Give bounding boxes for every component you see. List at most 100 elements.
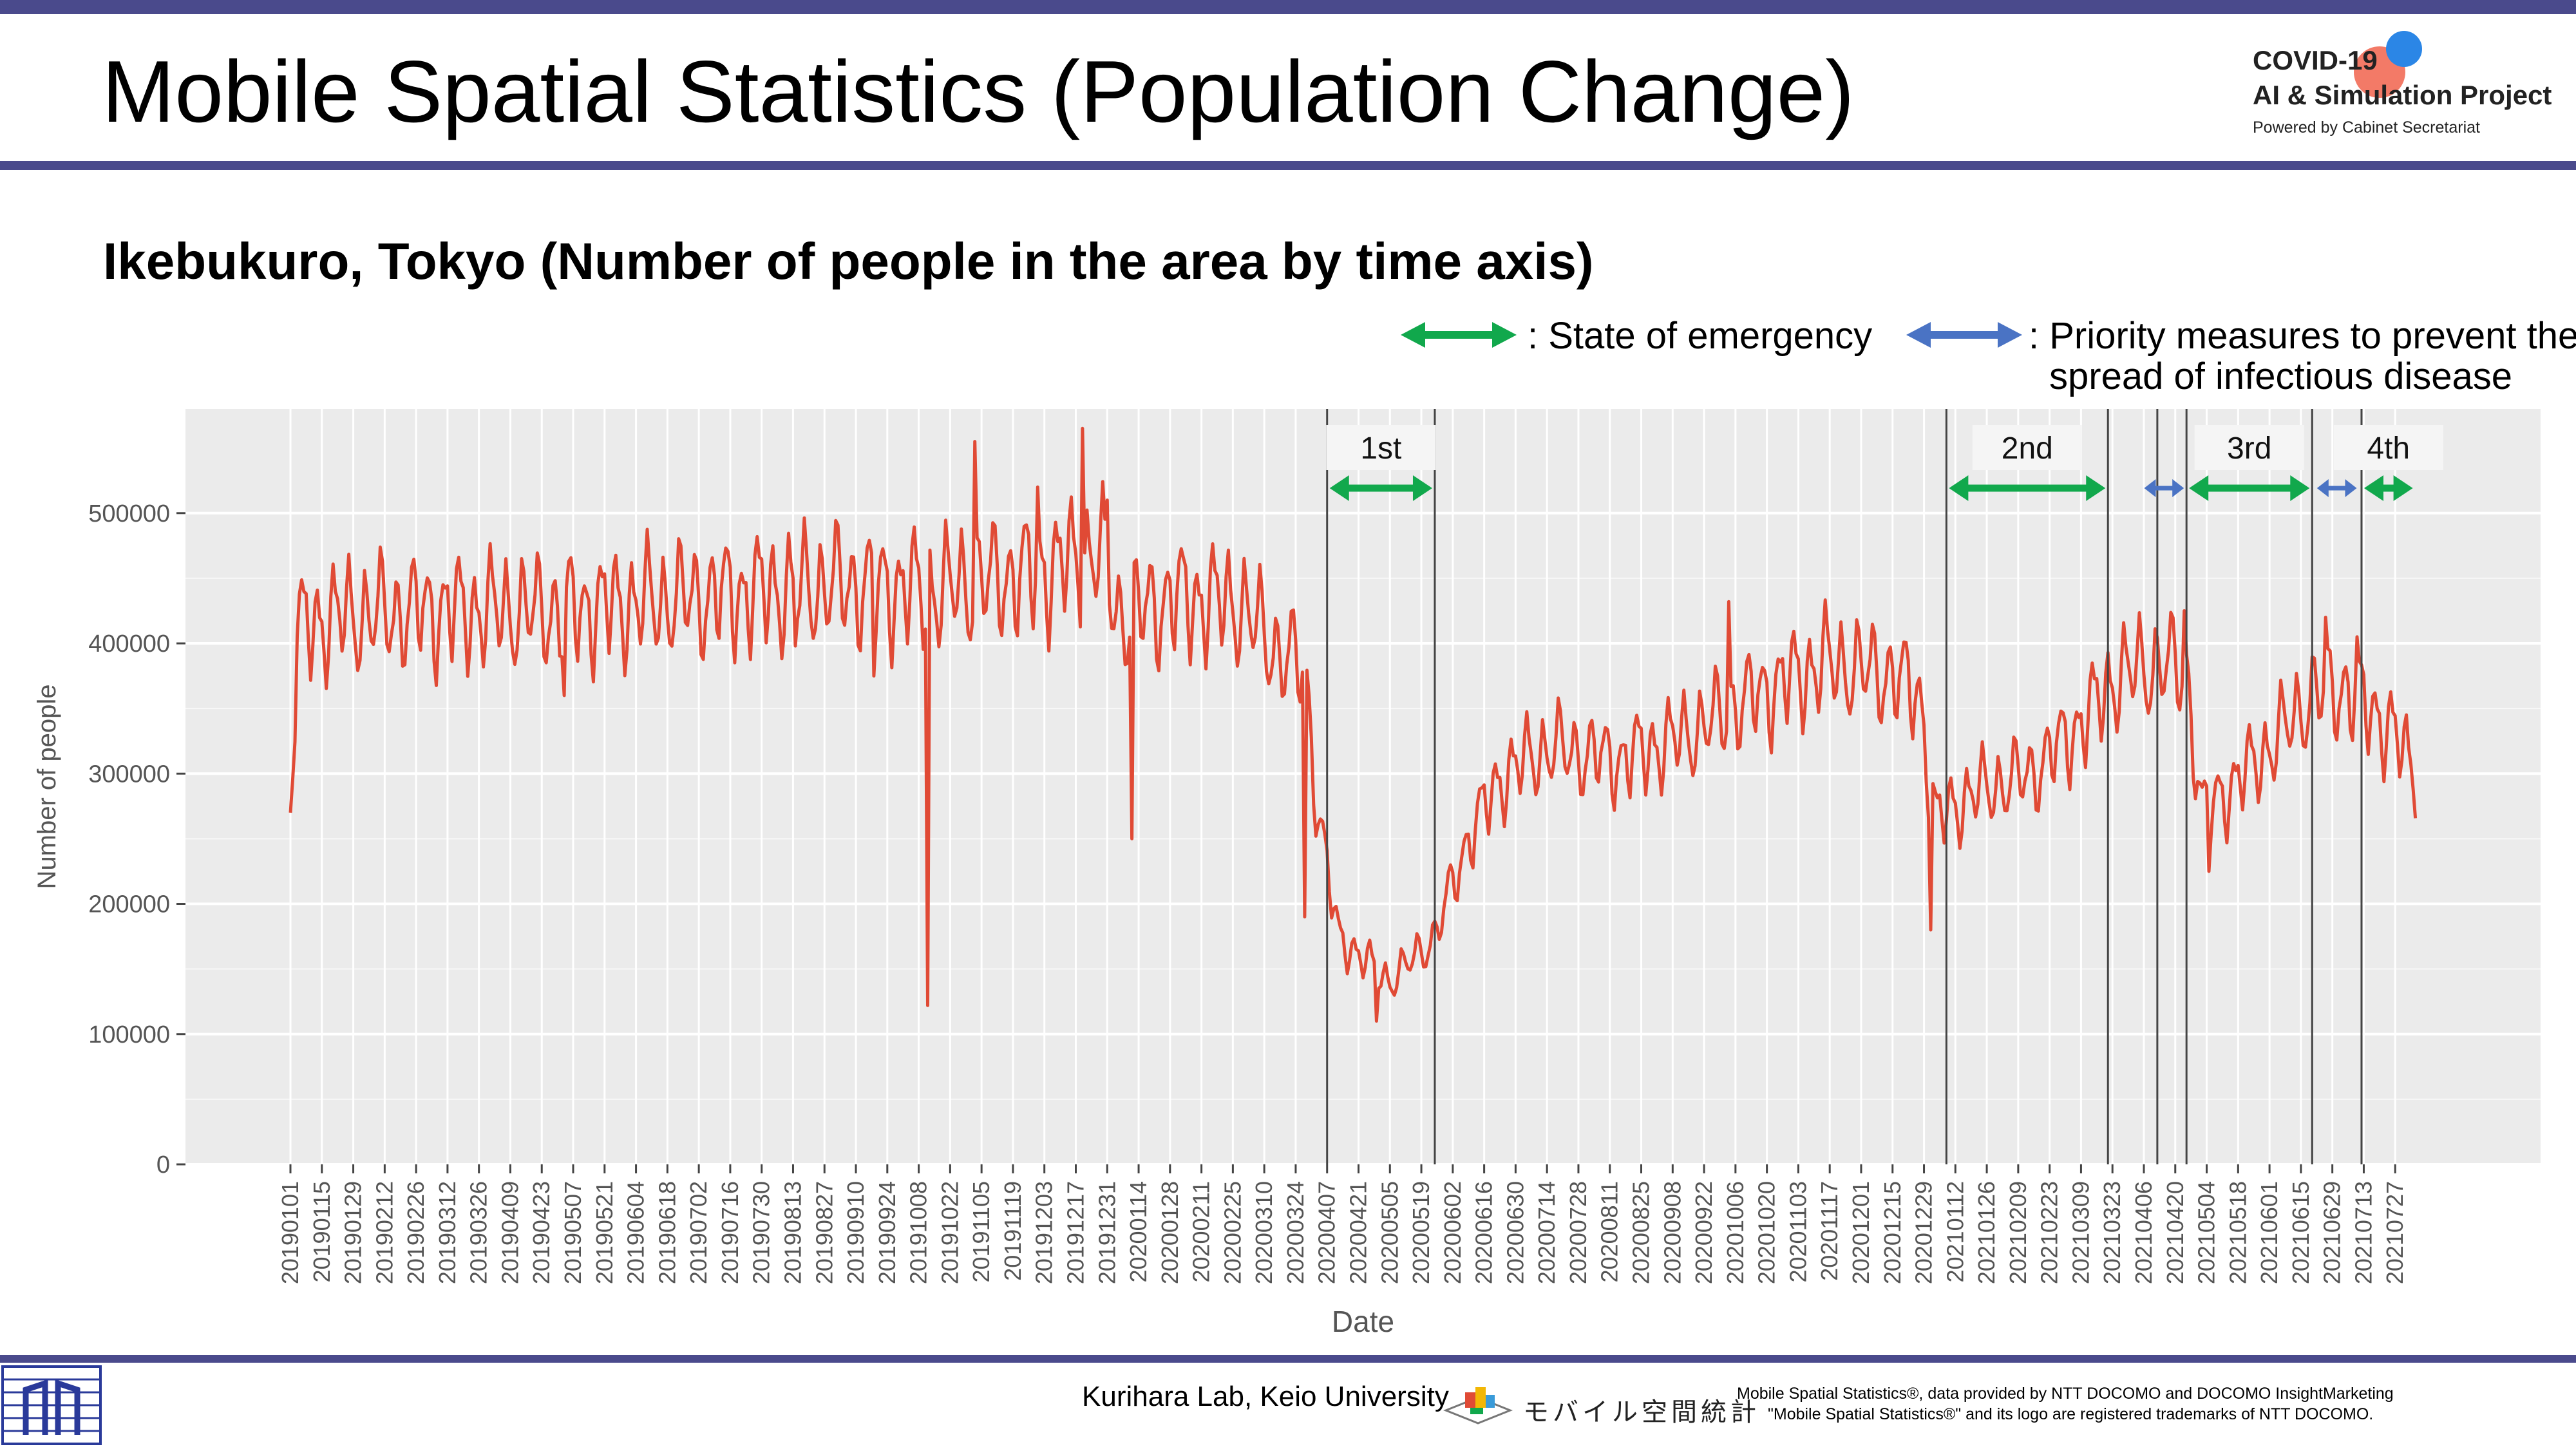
x-tick-label: 20200421 (1345, 1181, 1372, 1284)
x-tick-label: 20190326 (466, 1181, 492, 1284)
logo-line-2: AI & Simulation Project (2253, 80, 2552, 110)
legend-priority-label-line1: : Priority measures to prevent the (2029, 315, 2576, 357)
legend-emergency-arrow-icon (1401, 322, 1517, 348)
x-tick-label: 20200505 (1376, 1181, 1403, 1284)
x-tick-label: 20191231 (1094, 1181, 1120, 1284)
x-tick-label: 20210223 (2036, 1181, 2063, 1284)
x-tick-label: 20210126 (1973, 1181, 2000, 1284)
period-label: 2nd (2002, 431, 2053, 466)
x-tick-label: 20191217 (1062, 1181, 1088, 1284)
x-tick-label: 20190115 (308, 1181, 335, 1283)
x-tick-label: 20210420 (2162, 1181, 2188, 1284)
x-tick-label: 20201215 (1879, 1181, 1906, 1284)
emergency-period-arrowhead-left (2189, 475, 2209, 501)
x-tick-label: 20190129 (340, 1181, 366, 1284)
x-tick-label: 20210209 (2005, 1181, 2031, 1284)
emergency-period-arrowhead-left (1949, 475, 1969, 501)
x-tick-label: 20190423 (528, 1181, 554, 1284)
period-label: 1st (1360, 431, 1401, 466)
chart-subtitle: Ikebukuro, Tokyo (Number of people in th… (103, 232, 1594, 290)
period-label-box (2333, 425, 2443, 470)
x-tick-label: 20210629 (2319, 1181, 2345, 1284)
period-label-box (1326, 425, 1436, 470)
x-tick-label: 20190507 (560, 1181, 586, 1284)
x-tick-label: 20210504 (2193, 1181, 2220, 1284)
mss-cube-icon (1443, 1387, 1513, 1425)
page-title: Mobile Spatial Statistics (Population Ch… (102, 43, 1855, 140)
x-tick-label: 20210727 (2382, 1181, 2408, 1284)
covid-project-logo: COVID-19 AI & Simulation Project Powered… (2251, 31, 2560, 148)
priority-period-arrowhead-left (2144, 479, 2156, 497)
x-tick-label: 20190827 (811, 1181, 837, 1284)
x-tick-label: 20210309 (2067, 1181, 2094, 1284)
emergency-period-arrowhead-right (2086, 475, 2106, 501)
priority-period-arrowhead-left (2316, 479, 2329, 497)
x-tick-label: 20210713 (2350, 1181, 2376, 1284)
x-tick-label: 20210601 (2256, 1181, 2282, 1284)
x-tick-label: 20210615 (2287, 1181, 2314, 1284)
keio-lab-logo-icon (1, 1365, 102, 1445)
x-tick-label: 20201229 (1911, 1181, 1937, 1284)
priority-period-arrowhead-right (2345, 479, 2357, 497)
x-tick-label: 20200324 (1282, 1181, 1309, 1284)
x-tick-label: 20190730 (748, 1181, 775, 1284)
period-label: 4th (2367, 431, 2410, 466)
x-tick-label: 20201103 (1785, 1181, 1811, 1283)
y-axis-title: Number of people (33, 685, 61, 889)
x-tick-label: 20210323 (2099, 1181, 2125, 1284)
emergency-period-arrowhead-right (1412, 475, 1432, 501)
x-tick-label: 20210518 (2224, 1181, 2251, 1284)
x-tick-label: 20200811 (1596, 1181, 1623, 1283)
footer-data-note: Mobile Spatial Statistics®, data provide… (1737, 1385, 2394, 1403)
logo-line-1: COVID-19 (2253, 45, 2378, 75)
y-tick-label: 300000 (88, 761, 170, 788)
mss-logo-text: モバイル空間統計 (1523, 1398, 1760, 1426)
x-tick-label: 20200211 (1188, 1181, 1215, 1283)
x-tick-label: 20200114 (1125, 1181, 1151, 1283)
y-tick-label: 400000 (88, 630, 170, 658)
x-tick-label: 20190212 (371, 1181, 397, 1284)
x-tick-label: 20201117 (1816, 1181, 1842, 1281)
x-tick-label: 20210406 (2130, 1181, 2157, 1284)
population-series-line (289, 426, 2418, 1023)
logo-line-3: Powered by Cabinet Secretariat (2253, 118, 2480, 137)
x-axis-title: Date (1332, 1305, 1394, 1338)
x-tick-label: 20190521 (591, 1181, 618, 1284)
priority-period-arrowhead-right (2172, 479, 2184, 497)
emergency-period-arrowhead-left (1329, 475, 1349, 501)
x-tick-label: 20200714 (1533, 1181, 1560, 1284)
header-underline (0, 161, 2576, 170)
x-tick-label: 20200128 (1157, 1181, 1183, 1284)
period-label-box (2194, 425, 2304, 470)
y-tick-label: 100000 (88, 1021, 170, 1048)
x-tick-label: 20190226 (402, 1181, 429, 1284)
x-tick-label: 20200602 (1439, 1181, 1466, 1284)
x-tick-label: 20191022 (936, 1181, 963, 1284)
x-tick-label: 20190716 (717, 1181, 743, 1284)
x-tick-label: 20200825 (1628, 1181, 1654, 1284)
x-tick-label: 20200728 (1565, 1181, 1591, 1284)
y-tick-label: 500000 (88, 500, 170, 527)
x-tick-label: 20190409 (497, 1181, 523, 1284)
x-tick-label: 20201201 (1848, 1181, 1874, 1284)
x-tick-label: 20190101 (277, 1181, 303, 1284)
x-tick-label: 20200225 (1219, 1181, 1245, 1284)
emergency-period-arrowhead-right (2393, 475, 2413, 501)
y-tick-label: 0 (156, 1151, 170, 1179)
legend-emergency-label: : State of emergency (1528, 315, 1873, 357)
x-tick-label: 20200519 (1408, 1181, 1434, 1284)
legend-priority-arrow-icon (1906, 322, 2022, 348)
footer-bar (0, 1355, 2576, 1363)
emergency-period-arrowhead-right (2290, 475, 2310, 501)
x-tick-label: 20200922 (1690, 1181, 1717, 1284)
x-tick-label: 20200616 (1471, 1181, 1497, 1284)
logo-dot-blue (2386, 31, 2422, 67)
x-tick-label: 20200407 (1314, 1181, 1340, 1284)
plot-panel (185, 409, 2541, 1164)
x-tick-label: 20200630 (1502, 1181, 1528, 1284)
x-tick-label: 20191119 (999, 1181, 1026, 1281)
footer-lab-name: Kurihara Lab, Keio University (1082, 1381, 1449, 1412)
x-tick-label: 20190910 (842, 1181, 869, 1284)
emergency-period-arrowhead-left (2363, 475, 2383, 501)
x-tick-label: 20200310 (1251, 1181, 1277, 1284)
